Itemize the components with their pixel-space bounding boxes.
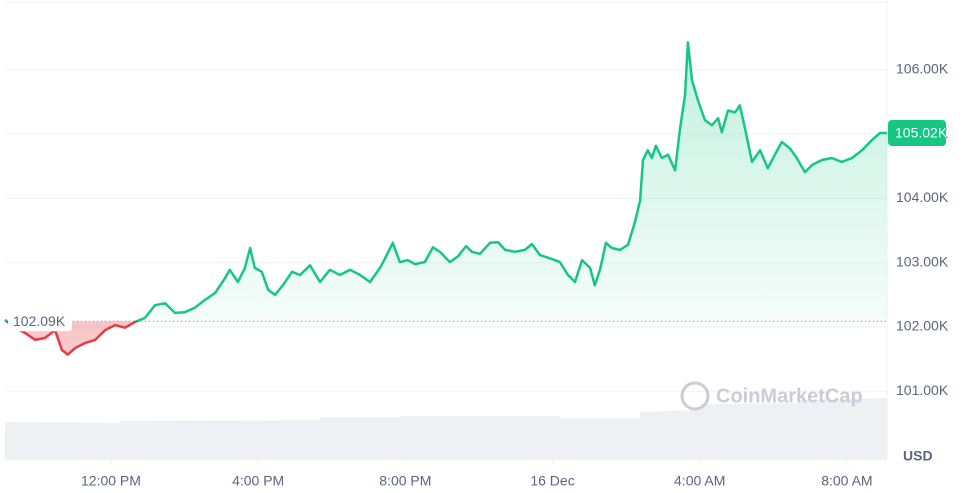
y-tick-label: 101.00K	[896, 382, 949, 398]
y-axis-unit: USD	[903, 448, 933, 464]
y-tick-label: 103.00K	[896, 253, 949, 269]
x-tick-label: 8:00 PM	[379, 473, 431, 489]
x-tick-label: 4:00 AM	[674, 473, 725, 489]
y-tick-label: 104.00K	[896, 189, 949, 205]
x-tick-label: 16 Dec	[530, 473, 574, 489]
price-area	[5, 42, 887, 355]
y-tick-label: 106.00K	[896, 61, 949, 77]
baseline-label-box	[8, 311, 72, 332]
volume-band	[5, 398, 887, 460]
x-tick-label: 4:00 PM	[232, 473, 284, 489]
last-price-box	[888, 119, 946, 146]
y-tick-label: 102.00K	[896, 318, 949, 334]
last-price-label: 105.02K	[895, 125, 948, 141]
watermark-text: CoinMarketCap	[716, 385, 863, 407]
price-line	[4, 41, 887, 356]
x-tick-label: 8:00 AM	[821, 473, 872, 489]
watermark: CoinMarketCap	[680, 381, 863, 411]
x-tick-label: 12:00 PM	[81, 473, 141, 489]
baseline-label: 102.09K	[13, 313, 66, 329]
watermark-logo	[680, 381, 710, 411]
